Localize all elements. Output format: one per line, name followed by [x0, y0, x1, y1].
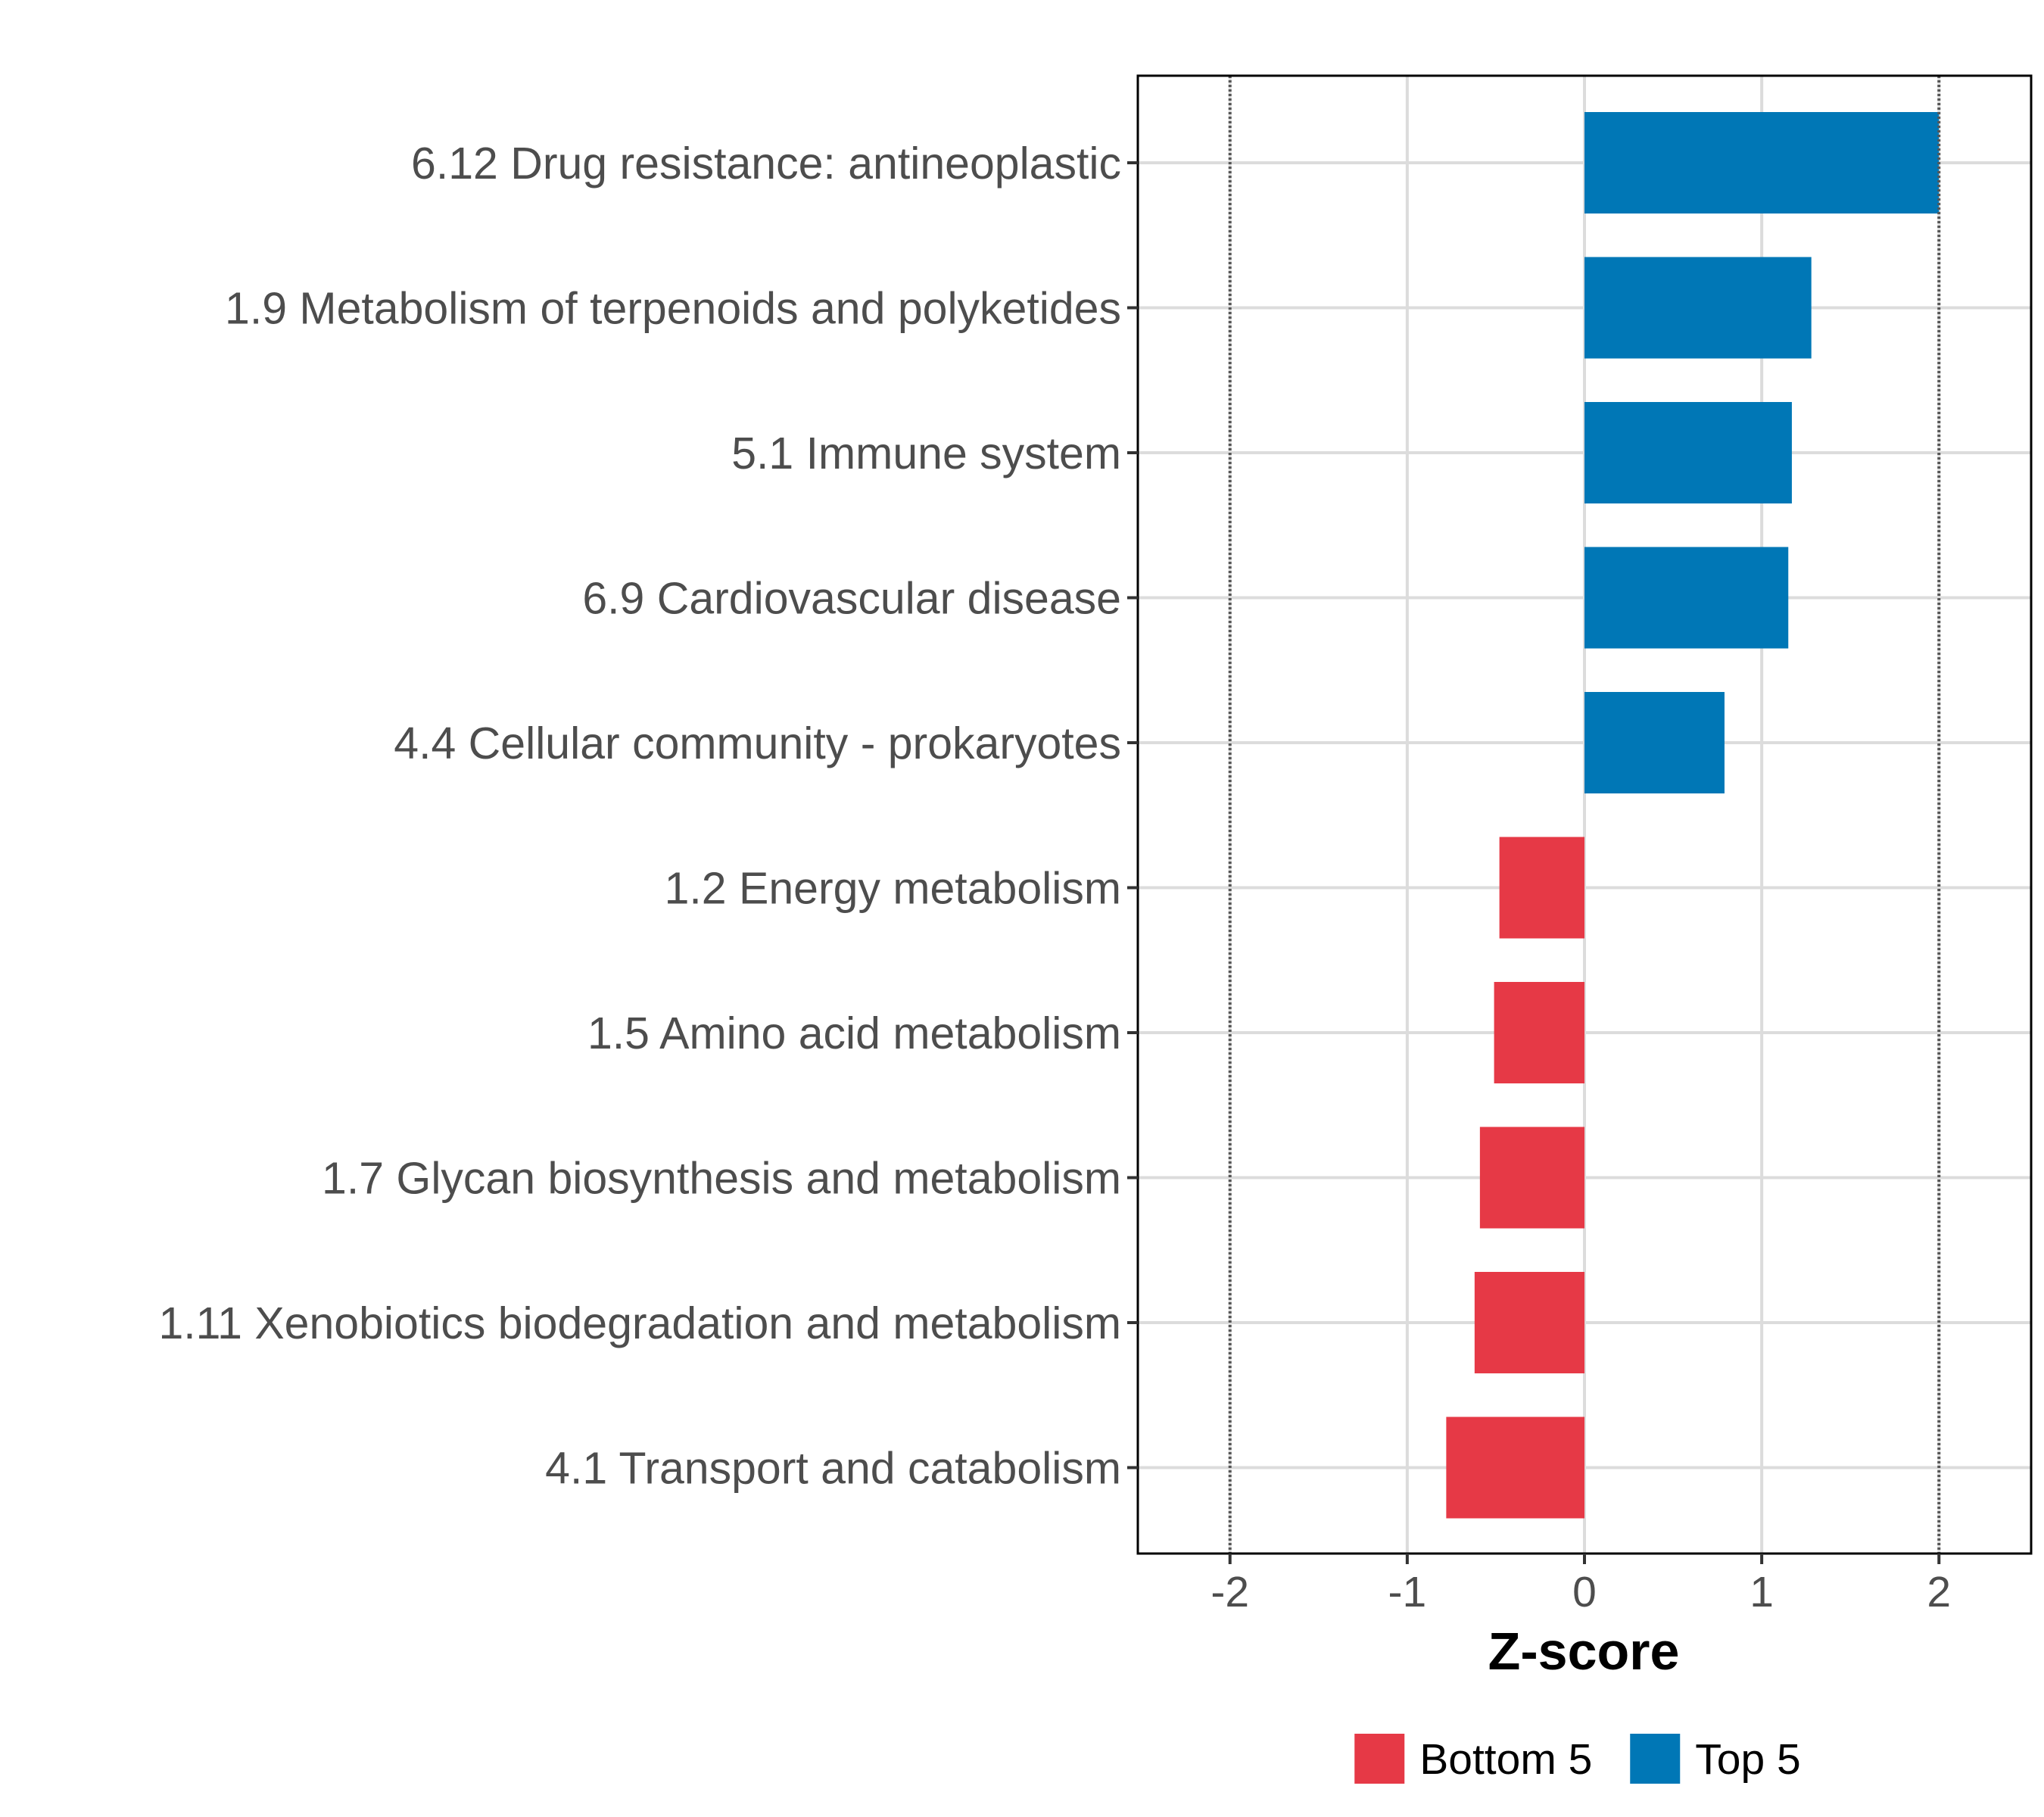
bar: [1494, 982, 1584, 1083]
x-tick-label: -1: [1388, 1568, 1427, 1616]
x-axis-title: Z-score: [1488, 1622, 1680, 1681]
legend-label: Top 5: [1695, 1735, 1800, 1784]
y-tick-label: 6.12 Drug resistance: antineoplastic: [411, 139, 1121, 189]
legend: Bottom 5 Top 5: [1354, 1734, 1801, 1784]
x-tick-label: 1: [1750, 1568, 1774, 1616]
bar: [1584, 692, 1725, 793]
y-tick-label: 1.5 Amino acid metabolism: [587, 1008, 1121, 1058]
reference-lines: [1228, 76, 1941, 1554]
x-tick-label: 2: [1927, 1568, 1951, 1616]
x-axis: -2 -1 0 1 2: [1211, 1554, 1951, 1616]
y-tick-label: 1.2 Energy metabolism: [665, 864, 1121, 914]
legend-swatch: [1630, 1734, 1681, 1784]
bars: [1446, 112, 1940, 1519]
y-tick-label: 5.1 Immune system: [731, 429, 1121, 478]
y-tick-label: 1.9 Metabolism of terpenoids and polyket…: [225, 284, 1121, 334]
x-tick-label: -2: [1211, 1568, 1249, 1616]
y-tick-label: 1.11 Xenobiotics biodegradation and meta…: [158, 1298, 1121, 1348]
y-tick-label: 6.9 Cardiovascular disease: [582, 574, 1121, 624]
y-tick-label: 4.4 Cellular community - prokaryotes: [394, 718, 1121, 768]
x-tick-label: 0: [1572, 1568, 1597, 1616]
bar: [1479, 1127, 1584, 1229]
y-tick-label: 1.7 Glycan biosynthesis and metabolism: [322, 1154, 1121, 1204]
bar: [1499, 837, 1584, 939]
bar: [1584, 112, 1940, 213]
bar: [1584, 547, 1789, 649]
bar: [1584, 402, 1792, 503]
bar: [1474, 1272, 1584, 1373]
y-axis: 6.12 Drug resistance: antineoplastic 1.9 …: [158, 139, 1138, 1494]
legend-swatch: [1354, 1734, 1405, 1784]
bar: [1584, 257, 1812, 359]
bar: [1446, 1417, 1584, 1519]
y-tick-label: 4.1 Transport and catabolism: [545, 1444, 1121, 1494]
legend-label: Bottom 5: [1419, 1735, 1592, 1784]
